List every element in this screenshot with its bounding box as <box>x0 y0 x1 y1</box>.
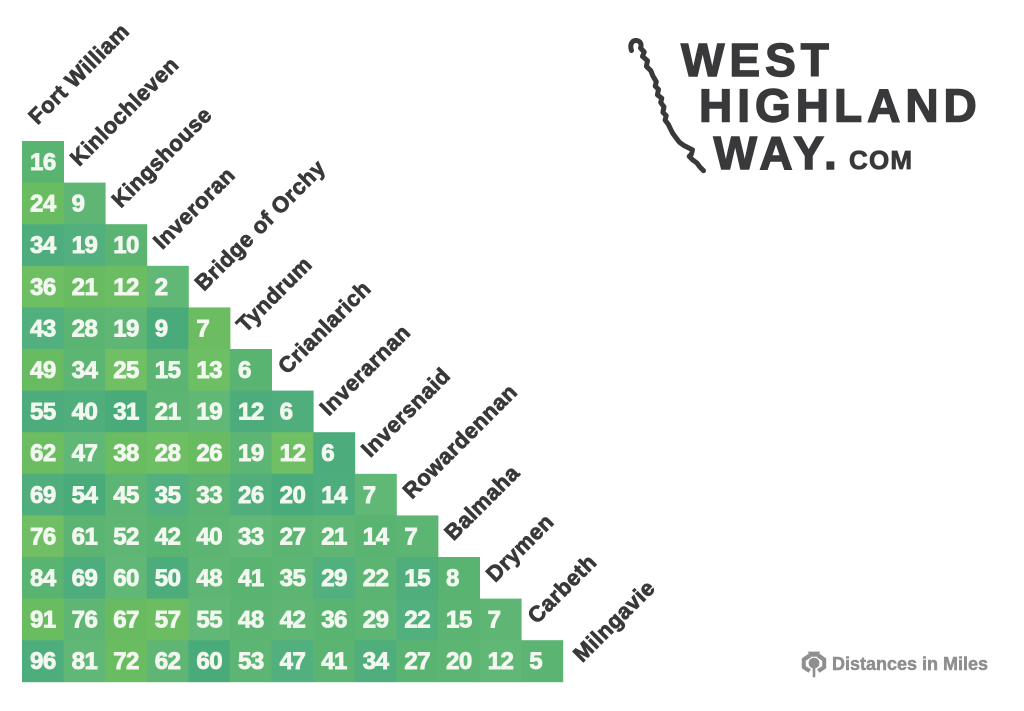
svg-text:15: 15 <box>155 357 181 384</box>
svg-text:2: 2 <box>155 274 168 301</box>
svg-text:55: 55 <box>196 607 222 634</box>
svg-text:48: 48 <box>238 607 264 634</box>
svg-text:69: 69 <box>72 565 98 592</box>
svg-text:7: 7 <box>363 482 376 509</box>
svg-text:22: 22 <box>404 607 430 634</box>
svg-text:33: 33 <box>196 482 222 509</box>
svg-text:13: 13 <box>196 357 222 384</box>
svg-text:84: 84 <box>30 565 57 592</box>
svg-text:50: 50 <box>155 565 181 592</box>
svg-text:27: 27 <box>404 648 430 675</box>
svg-text:43: 43 <box>30 315 56 342</box>
svg-text:40: 40 <box>196 523 222 550</box>
svg-text:10: 10 <box>113 232 139 259</box>
svg-text:Distances in Miles: Distances in Miles <box>832 654 988 674</box>
svg-text:WEST: WEST <box>681 34 834 86</box>
svg-text:42: 42 <box>280 607 306 634</box>
svg-text:COM: COM <box>849 145 913 175</box>
svg-text:76: 76 <box>72 607 98 634</box>
svg-text:54: 54 <box>72 482 99 509</box>
svg-text:12: 12 <box>238 399 264 426</box>
svg-text:29: 29 <box>363 607 389 634</box>
svg-text:67: 67 <box>113 607 139 634</box>
svg-text:47: 47 <box>280 648 306 675</box>
svg-text:12: 12 <box>280 440 306 467</box>
svg-text:HIGHLAND: HIGHLAND <box>699 80 982 132</box>
svg-text:28: 28 <box>155 440 181 467</box>
svg-text:9: 9 <box>155 315 168 342</box>
svg-text:62: 62 <box>30 440 56 467</box>
svg-text:7: 7 <box>404 523 417 550</box>
svg-text:6: 6 <box>280 399 293 426</box>
svg-text:35: 35 <box>155 482 181 509</box>
svg-text:21: 21 <box>155 399 181 426</box>
svg-text:47: 47 <box>72 440 98 467</box>
svg-text:76: 76 <box>30 523 56 550</box>
svg-text:12: 12 <box>488 648 514 675</box>
svg-text:21: 21 <box>321 523 347 550</box>
svg-text:20: 20 <box>280 482 306 509</box>
svg-text:15: 15 <box>404 565 430 592</box>
svg-text:26: 26 <box>238 482 264 509</box>
svg-text:57: 57 <box>155 607 181 634</box>
svg-text:6: 6 <box>238 357 251 384</box>
svg-text:24: 24 <box>30 191 57 218</box>
svg-text:34: 34 <box>30 232 57 259</box>
svg-text:34: 34 <box>72 357 99 384</box>
svg-text:69: 69 <box>30 482 56 509</box>
svg-text:61: 61 <box>72 523 98 550</box>
svg-text:9: 9 <box>72 191 85 218</box>
svg-text:41: 41 <box>238 565 264 592</box>
svg-text:40: 40 <box>72 399 98 426</box>
svg-text:60: 60 <box>113 565 139 592</box>
svg-text:36: 36 <box>30 274 56 301</box>
svg-text:42: 42 <box>155 523 181 550</box>
svg-text:WAY.: WAY. <box>714 127 842 179</box>
svg-text:55: 55 <box>30 399 56 426</box>
svg-text:34: 34 <box>363 648 390 675</box>
svg-text:60: 60 <box>196 648 222 675</box>
svg-text:21: 21 <box>72 274 98 301</box>
svg-text:15: 15 <box>446 607 472 634</box>
svg-text:62: 62 <box>155 648 181 675</box>
svg-text:91: 91 <box>30 607 56 634</box>
svg-text:52: 52 <box>113 523 139 550</box>
svg-text:16: 16 <box>30 149 56 176</box>
svg-text:41: 41 <box>321 648 347 675</box>
svg-text:8: 8 <box>446 565 459 592</box>
svg-text:28: 28 <box>72 315 98 342</box>
svg-text:53: 53 <box>238 648 264 675</box>
svg-text:35: 35 <box>280 565 306 592</box>
svg-text:38: 38 <box>113 440 139 467</box>
svg-text:48: 48 <box>196 565 222 592</box>
svg-text:12: 12 <box>113 274 139 301</box>
svg-text:5: 5 <box>529 648 542 675</box>
svg-text:96: 96 <box>30 648 56 675</box>
svg-text:36: 36 <box>321 607 347 634</box>
svg-text:81: 81 <box>72 648 98 675</box>
svg-text:33: 33 <box>238 523 264 550</box>
svg-text:6: 6 <box>321 440 334 467</box>
svg-text:31: 31 <box>113 399 139 426</box>
svg-text:14: 14 <box>363 523 390 550</box>
svg-text:19: 19 <box>72 232 98 259</box>
svg-text:27: 27 <box>280 523 306 550</box>
svg-text:7: 7 <box>488 607 501 634</box>
svg-text:19: 19 <box>238 440 264 467</box>
svg-text:22: 22 <box>363 565 389 592</box>
svg-text:14: 14 <box>321 482 348 509</box>
svg-text:49: 49 <box>30 357 56 384</box>
svg-text:72: 72 <box>113 648 139 675</box>
svg-text:25: 25 <box>113 357 139 384</box>
svg-text:26: 26 <box>196 440 222 467</box>
svg-text:19: 19 <box>113 315 139 342</box>
svg-text:45: 45 <box>113 482 139 509</box>
svg-text:29: 29 <box>321 565 347 592</box>
svg-text:7: 7 <box>196 315 209 342</box>
svg-text:20: 20 <box>446 648 472 675</box>
svg-text:19: 19 <box>196 399 222 426</box>
